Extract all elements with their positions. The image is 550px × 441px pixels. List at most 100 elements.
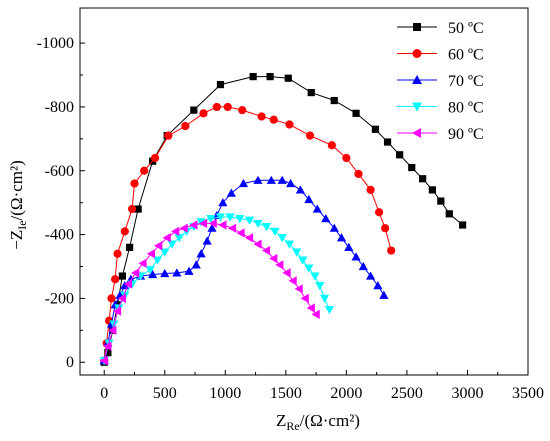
data-point [199, 109, 208, 118]
data-point [160, 268, 170, 278]
data-point [162, 233, 171, 243]
data-point [118, 272, 126, 280]
data-point [285, 120, 294, 129]
series-1 [100, 73, 467, 366]
data-point [366, 185, 375, 195]
data-point [134, 205, 142, 213]
data-point [126, 243, 134, 251]
y-axis-ticks: 0 -200 -400 -600 -800 -1000 [37, 35, 85, 371]
data-point [365, 271, 376, 280]
data-point [189, 220, 198, 230]
data-point [145, 266, 155, 275]
data-point [354, 169, 363, 179]
legend-label: 90 ºC [448, 126, 484, 143]
legend-marker [412, 75, 422, 84]
data-point [226, 188, 236, 197]
data-point [150, 153, 160, 163]
data-point [307, 88, 315, 97]
data-point [191, 260, 201, 269]
data-point [312, 204, 322, 213]
data-point [140, 166, 149, 175]
data-point [288, 276, 297, 286]
data-point [103, 341, 112, 351]
legend-label: 60 ºC [448, 47, 484, 64]
data-point [171, 226, 180, 236]
y-tick-label: -200 [45, 290, 74, 307]
data-point [154, 241, 163, 251]
data-point [253, 219, 263, 229]
data-point [225, 213, 235, 222]
data-point [277, 234, 287, 243]
data-point [304, 264, 314, 273]
data-point [236, 228, 245, 238]
legend-entry: 50 ºC [397, 20, 484, 37]
x-tick-label: 2500 [391, 385, 423, 402]
data-point [215, 213, 226, 222]
data-point [324, 305, 335, 315]
data-point [148, 269, 158, 279]
data-point [238, 178, 249, 188]
data-point [327, 141, 336, 150]
y-tick-label: -1000 [37, 35, 74, 52]
data-point [352, 109, 360, 117]
data-point [428, 186, 436, 194]
data-point [249, 73, 257, 81]
data-point [257, 112, 266, 121]
legend-label: 50 ºC [448, 20, 484, 37]
data-point [445, 210, 453, 218]
data-point [206, 215, 216, 224]
series-line [103, 76, 463, 363]
data-point [336, 233, 347, 242]
data-point [311, 309, 320, 319]
data-point [319, 294, 330, 304]
x-tick-label: 2000 [330, 385, 362, 402]
series-3 [99, 175, 389, 365]
legend-entry: 70 ºC [397, 73, 484, 90]
data-point [127, 204, 137, 214]
data-point [284, 240, 295, 249]
data-point [190, 106, 198, 114]
data-point [358, 261, 368, 271]
data-point [321, 214, 331, 223]
data-point [174, 234, 184, 243]
data-point [244, 233, 254, 243]
x-tick-label: 500 [153, 385, 177, 402]
legend-marker [412, 49, 422, 58]
data-point [208, 218, 217, 229]
data-point [371, 125, 380, 133]
data-point [120, 227, 129, 236]
legend-marker [412, 128, 421, 138]
data-point [123, 279, 133, 289]
data-point [198, 218, 208, 229]
data-point [419, 175, 427, 183]
data-point [295, 185, 305, 194]
data-point [130, 179, 139, 188]
data-point [292, 248, 302, 257]
x-axis-ticks: 0 500 1000 1500 2000 2500 3000 3500 [100, 370, 544, 402]
data-point [152, 256, 163, 265]
series-2 [100, 102, 396, 365]
series-line [103, 106, 392, 361]
plot-area [99, 73, 467, 366]
data-point [306, 303, 315, 313]
data-point [235, 215, 245, 224]
data-point [298, 256, 308, 265]
data-point [196, 249, 206, 258]
data-point [261, 223, 272, 232]
data-point [223, 102, 232, 112]
data-point [286, 178, 296, 188]
data-point [282, 268, 291, 278]
data-point [275, 260, 284, 270]
data-point [437, 197, 445, 205]
data-point [269, 115, 278, 124]
data-point [172, 268, 182, 277]
series-5 [99, 218, 320, 366]
data-point [396, 151, 404, 159]
data-point [244, 216, 255, 225]
data-point [179, 223, 188, 233]
data-point [342, 153, 351, 163]
legend-label: 80 ºC [448, 100, 484, 117]
data-point [344, 242, 354, 251]
series-line [103, 179, 385, 361]
data-point [374, 208, 384, 217]
